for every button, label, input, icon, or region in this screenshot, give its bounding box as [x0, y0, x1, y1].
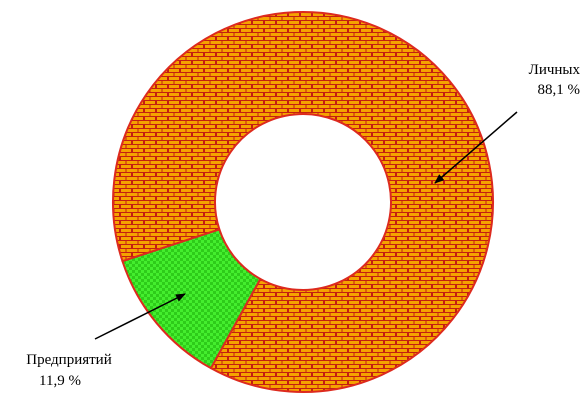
arrow-lichnyh: [434, 111, 518, 184]
slice-predpriyatiy: [121, 228, 262, 370]
slice-lichnyh: [112, 11, 494, 393]
label-lichnyh: Личных 88,1 %: [434, 62, 581, 184]
category-label-lichnyh: Личных: [529, 62, 581, 78]
arrow-predpriyatiy: [94, 293, 186, 340]
slices: [112, 11, 494, 393]
value-label-predpriyatiy: 11,9 %: [39, 373, 81, 389]
category-label-predpriyatiy: Предприятий: [26, 352, 112, 368]
label-predpriyatiy: Предприятий 11,9 %: [26, 293, 186, 389]
value-label-lichnyh: 88,1 %: [538, 82, 581, 98]
